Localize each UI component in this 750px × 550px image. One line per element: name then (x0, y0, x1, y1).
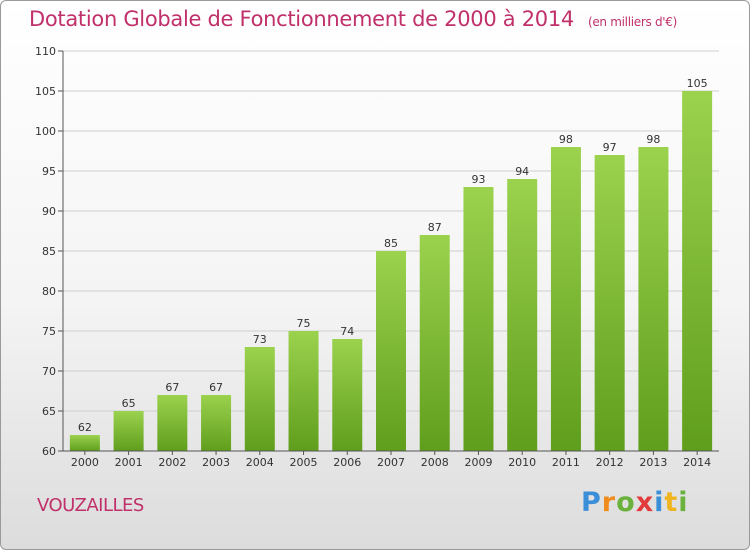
bars: 62 65 67 67 73 75 74 85 87 93 94 98 97 98 105 (69, 77, 713, 451)
value-label-2013: 98 (646, 133, 660, 146)
x-tick-label-2012: 2012 (596, 456, 624, 469)
bar-2008 (419, 235, 450, 451)
value-label-2005: 75 (297, 317, 311, 330)
x-tick-label-2007: 2007 (377, 456, 405, 469)
x-tick-label-2010: 2010 (508, 456, 536, 469)
value-label-2004: 73 (253, 333, 267, 346)
value-label-2014: 105 (687, 77, 708, 90)
chart-title-text: Dotation Globale de Fonctionnement de 20… (29, 7, 574, 31)
y-tick-label: 105 (35, 85, 56, 98)
bar-2013 (638, 147, 669, 451)
y-tick-label: 100 (35, 125, 56, 138)
bar-2010 (507, 179, 538, 451)
value-label-2006: 74 (340, 325, 354, 338)
x-tick-label-2014: 2014 (683, 456, 711, 469)
x-tick-label-2000: 2000 (71, 456, 99, 469)
y-tick-label: 95 (42, 165, 56, 178)
value-label-2011: 98 (559, 133, 573, 146)
bar-2012 (594, 155, 625, 451)
value-label-2008: 87 (428, 221, 442, 234)
value-label-2009: 93 (471, 173, 485, 186)
y-tick-label: 90 (42, 205, 56, 218)
proxiti-logo: Proxiti (581, 487, 689, 518)
chart-subtitle: (en milliers d'€) (587, 15, 677, 29)
x-tick-label-2005: 2005 (290, 456, 318, 469)
x-tick-label-2008: 2008 (421, 456, 449, 469)
bar-2005 (288, 331, 319, 451)
chart-title: Dotation Globale de Fonctionnement de 20… (29, 7, 677, 31)
y-tick-label: 65 (42, 405, 56, 418)
value-label-2000: 62 (78, 421, 92, 434)
bar-2004 (244, 347, 275, 451)
x-tick-label-2006: 2006 (333, 456, 361, 469)
x-tick-label-2009: 2009 (464, 456, 492, 469)
x-tick-label-2001: 2001 (115, 456, 143, 469)
bar-2007 (376, 251, 406, 451)
y-tick-label: 85 (42, 245, 56, 258)
bar-2011 (550, 147, 581, 451)
value-label-2012: 97 (603, 141, 617, 154)
value-label-2010: 94 (515, 165, 529, 178)
value-label-2002: 67 (165, 381, 179, 394)
bar-2014 (682, 91, 713, 451)
y-tick-label: 80 (42, 285, 56, 298)
y-tick-label: 60 (42, 445, 56, 458)
value-label-2007: 85 (384, 237, 398, 250)
x-tick-label-2003: 2003 (202, 456, 230, 469)
value-label-2003: 67 (209, 381, 223, 394)
bar-2002 (157, 395, 188, 451)
x-tick-label-2004: 2004 (246, 456, 274, 469)
y-tick-label: 110 (35, 45, 56, 58)
bar-2001 (113, 411, 144, 451)
value-label-2001: 65 (122, 397, 136, 410)
x-tick-label-2002: 2002 (158, 456, 186, 469)
bar-2000 (69, 435, 100, 451)
bar-2009 (463, 187, 494, 451)
commune-name: VOUZAILLES (37, 495, 144, 516)
x-tick-label-2011: 2011 (552, 456, 580, 469)
bar-2006 (332, 339, 363, 451)
bar-2003 (201, 395, 232, 451)
x-tick-label-2013: 2013 (639, 456, 667, 469)
axes: 60 65 70 75 80 85 90 95 100 105 110 2000 2001 2002 200… (35, 45, 719, 469)
y-tick-label: 70 (42, 365, 56, 378)
y-tick-label: 75 (42, 325, 56, 338)
